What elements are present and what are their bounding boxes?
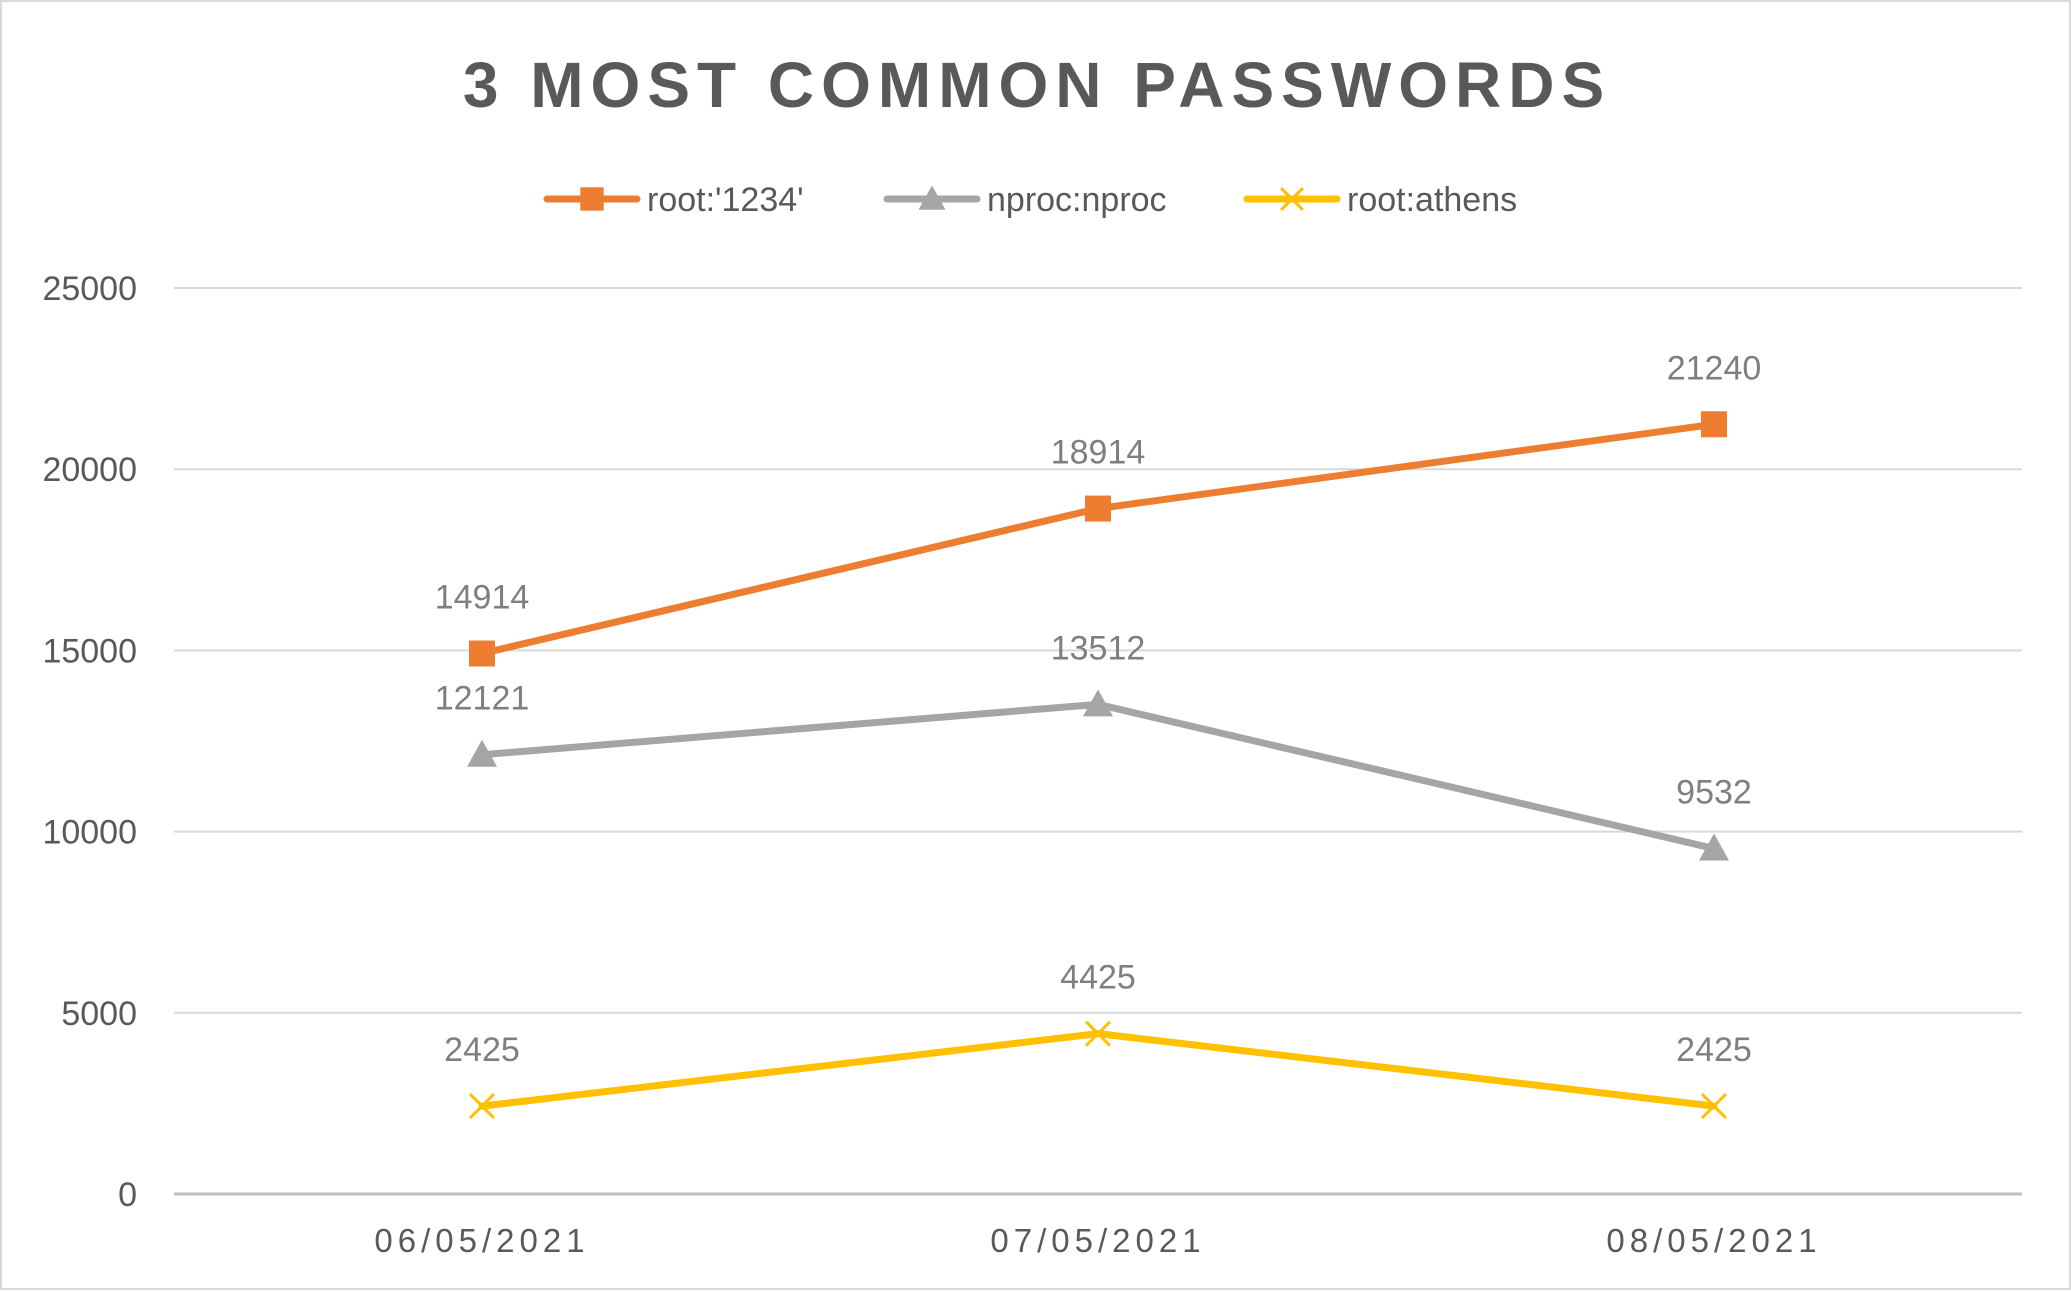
x-axis-ticks: 06/05/2021 07/05/2021 08/05/2021 [374,1222,1821,1259]
data-label: 14914 [435,579,530,617]
series-3: 2425 4425 2425 [444,959,1752,1120]
data-point [1700,1093,1728,1120]
legend-item: root:athens [1243,181,1517,219]
data-label: 2425 [1676,1031,1752,1069]
gridlines [174,287,2022,1196]
data-label: 4425 [1060,959,1136,997]
data-label: 2425 [444,1031,520,1069]
legend-label: root:athens [1347,181,1517,219]
data-label: 9532 [1676,774,1752,812]
series-layer: 1491418914212401212113512953224254425242… [435,349,1762,1120]
y-axis-ticks: 0 5000 10000 15000 20000 25000 [42,270,137,1214]
legend-item: nproc:nproc [883,181,1167,219]
series-line [478,1030,1718,1110]
legend-label: nproc:nproc [987,181,1167,219]
data-point [1084,1020,1112,1047]
data-point [1699,833,1729,861]
legend-marker [580,187,604,211]
series-line [478,700,1718,853]
y-tick-label: 25000 [42,270,137,308]
data-point [469,640,495,667]
data-point [1083,689,1113,717]
legend-label: root:'1234' [647,181,804,219]
series-2: 12121 13512 9532 [435,629,1752,861]
series-1: 14914 18914 21240 [435,349,1762,667]
x-tick-label: 08/05/2021 [1606,1222,1821,1259]
data-point [1085,495,1111,522]
chart-title: 3 MOST COMMON PASSWORDS [463,49,1611,121]
y-tick-label: 5000 [61,995,137,1033]
x-tick-label: 06/05/2021 [374,1222,589,1259]
y-tick-label: 10000 [42,814,137,852]
legend-item: root:'1234' [543,181,804,219]
data-point [467,739,497,767]
legend-marker [1280,187,1304,211]
x-tick-label: 07/05/2021 [990,1222,1205,1259]
y-tick-label: 0 [118,1176,137,1214]
data-label: 12121 [435,680,530,718]
y-tick-label: 15000 [42,632,137,670]
data-point [468,1093,496,1120]
legend: root:'1234' nproc:nproc root:athens [543,181,1517,219]
legend-marker [918,185,946,210]
y-tick-label: 20000 [42,451,137,489]
data-label: 21240 [1667,349,1762,387]
data-label: 18914 [1051,434,1146,472]
data-label: 13512 [1051,629,1146,667]
data-point [1701,411,1727,438]
